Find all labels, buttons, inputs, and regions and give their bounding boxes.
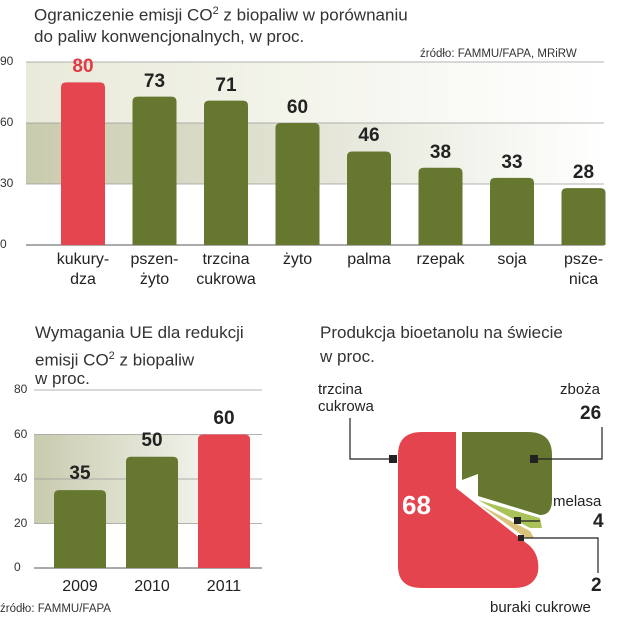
chart2-value-label: 60: [213, 407, 235, 429]
chart2-category-label: 2010: [134, 578, 170, 595]
chart1-category-label: nica: [568, 271, 599, 288]
pie-value-melasa: 4: [593, 511, 604, 532]
chart1-value-label: 28: [572, 162, 595, 184]
chart1-source: źródło: FAMMU/FAPA, MRiRW: [420, 48, 577, 60]
chart1-category-label: żyto: [282, 251, 313, 268]
chart1-category-label: rzepak: [416, 251, 465, 268]
pie-label-trzcina-2: cukrowa: [318, 398, 374, 415]
chart2-ytick: 40: [14, 471, 28, 485]
chart2-bar: [54, 490, 106, 568]
pie-value-buraki: 2: [591, 575, 602, 596]
chart1-value-label: 71: [215, 74, 237, 96]
chart1-ytick: 0: [0, 237, 7, 251]
chart1-category-label: cukrowa: [196, 271, 256, 288]
chart1-category-label: soja: [497, 251, 527, 268]
leader-zboza: [534, 427, 603, 460]
chart1-value-label: 60: [286, 97, 309, 118]
chart1-ytick: 90: [0, 54, 14, 68]
chart1-value-label: 73: [143, 70, 166, 92]
chart2-category-label: 2011: [206, 578, 242, 595]
chart1-category-label: psze-: [563, 251, 604, 268]
leader-dot-buraki: [518, 535, 524, 541]
chart1-bar: [490, 177, 534, 245]
pie-slice-zboza: [462, 432, 552, 515]
chart1-category-label: palma: [347, 251, 391, 268]
chart2-title-line3: w proc.: [35, 369, 90, 388]
leader-dot-zboza: [530, 455, 538, 463]
chart2-title-line2: emisji CO2 z biopaliw: [35, 350, 195, 370]
pie-value-trzcina: 68: [402, 490, 431, 520]
chart1-title-line2: do paliw konwencjonalnych, w proc.: [34, 27, 305, 46]
chart3-title: Produkcja bioetanolu na świecie: [320, 323, 563, 342]
pie-label-melasa: melasa: [553, 493, 602, 510]
chart1-ytick: 30: [0, 176, 14, 190]
chart1-category-label: dza: [70, 271, 96, 288]
chart1-ytick: 60: [0, 115, 14, 129]
chart1-bar: [204, 100, 248, 245]
pie-slice-buraki: [480, 505, 534, 538]
chart2-value-label: 50: [141, 429, 163, 451]
chart1-value-label: 38: [429, 141, 452, 163]
chart2-value-label: 35: [69, 463, 91, 485]
leader-trzcina: [349, 418, 393, 460]
chart1-bar: [418, 167, 463, 245]
chart2-bar: [126, 456, 178, 568]
chart1-value-label: 33: [501, 151, 523, 173]
leader-buraki: [521, 537, 599, 573]
leader-dot-melasa: [514, 517, 521, 524]
pie-label-zboza: zboża: [560, 381, 601, 398]
chart2-ytick: 80: [14, 382, 28, 396]
pie-value-zboza: 26: [580, 403, 602, 424]
pie-label-trzcina-1: trzcina: [318, 381, 363, 398]
chart2-bar: [198, 434, 250, 568]
chart1-bar: [347, 151, 391, 245]
chart2-ytick: 0: [14, 560, 21, 574]
chart2-source: źródło: FAMMU/FAPA: [0, 603, 111, 615]
chart1-band-60-90: [26, 62, 604, 123]
chart1-category-label: pszen-: [130, 251, 179, 268]
chart1-category-label: kukury-: [56, 251, 110, 268]
chart1-category-label: żyto: [139, 271, 170, 288]
chart3-title-line2: w proc.: [320, 347, 375, 366]
chart2-ytick: 60: [14, 426, 28, 441]
chart2-title: Wymagania UE dla redukcji: [35, 323, 244, 342]
pie-label-buraki: buraki cukrowe: [490, 599, 591, 616]
chart1-bar: [561, 188, 606, 245]
chart1-bar: [275, 123, 320, 245]
chart1-value-label: 80: [72, 56, 94, 78]
chart1-title: Ograniczenie emisji CO2 z biopaliw w por…: [34, 5, 408, 25]
chart1-bar: [132, 96, 177, 245]
chart1-value-label: 46: [358, 125, 380, 147]
chart2-ytick: 20: [14, 515, 28, 530]
chart1-category-label: trzcina: [202, 251, 250, 268]
chart1-bar: [61, 82, 105, 245]
chart2-category-label: 2009: [62, 578, 98, 595]
leader-dot-trzcina: [389, 455, 397, 463]
pie-slice-trzcina-cukrowa: [398, 432, 539, 588]
